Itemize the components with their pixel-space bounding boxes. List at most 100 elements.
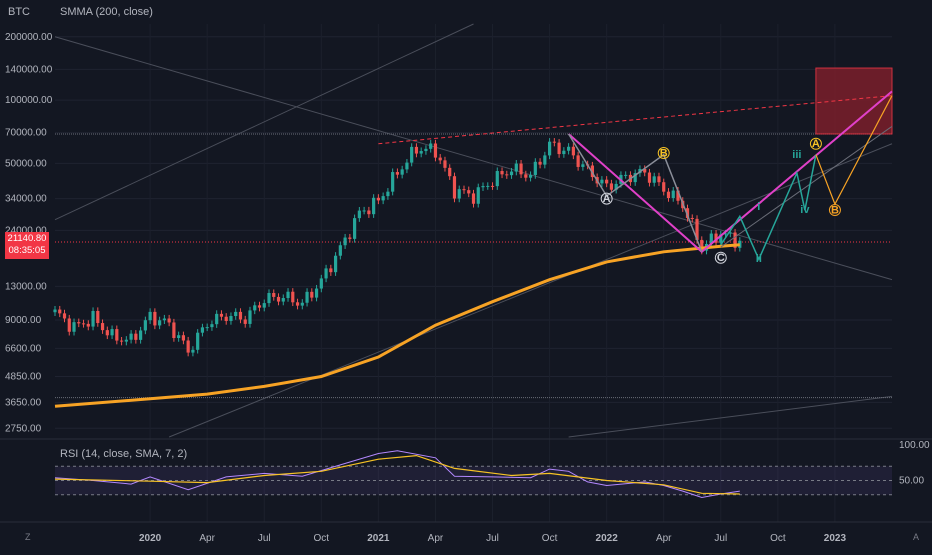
candle-body [405, 162, 409, 170]
candle-body [676, 190, 680, 201]
candle-body [528, 175, 533, 178]
time-tick-label: Oct [542, 533, 558, 544]
candle-body [139, 330, 143, 340]
wave-label-circle [600, 192, 613, 205]
impulse-wave-label: iv [800, 204, 810, 216]
candle-body [267, 292, 271, 304]
trend-line-gray [568, 395, 893, 438]
candle-body [158, 320, 162, 326]
candle-body [324, 268, 328, 279]
candle-body [310, 291, 314, 298]
candle-body [443, 160, 447, 168]
candle-body [448, 167, 452, 177]
candle-body [471, 193, 476, 204]
candle-body [181, 335, 186, 341]
candle-body [519, 163, 523, 175]
time-tick-label: 2020 [139, 533, 162, 544]
rsi-legend[interactable]: RSI (14, close, SMA, 7, 2) [60, 448, 187, 460]
time-tick-label: Jul [486, 533, 499, 544]
candle-body [186, 340, 190, 353]
candle-body [353, 218, 357, 239]
wave-label-circle [828, 204, 841, 217]
candle-body [576, 155, 580, 167]
candle-body [719, 234, 723, 243]
candle-body [262, 303, 266, 308]
candle-body [96, 310, 100, 324]
candle-body [257, 305, 262, 308]
candle-body [733, 232, 737, 248]
price-tick-label: 140000.00 [5, 64, 53, 75]
candle-body [524, 174, 528, 178]
auto-scale-button[interactable]: A [913, 532, 920, 542]
price-tick-label: 50000.00 [5, 158, 47, 169]
price-tick-label: 4850.00 [5, 371, 42, 382]
candle-body [690, 217, 694, 219]
time-tick-label: Oct [314, 533, 330, 544]
impulse-wave-label: i [757, 201, 760, 213]
candle-body [105, 330, 109, 336]
wave-label-circle [657, 147, 670, 160]
support-trendline[interactable] [720, 125, 893, 248]
candle-body [633, 173, 637, 183]
candle-body [429, 143, 433, 149]
candle-body [457, 189, 461, 199]
candle-body [215, 313, 219, 325]
time-tick-label: 2022 [596, 533, 619, 544]
price-tick-label: 9000.00 [5, 315, 42, 326]
candle-body [500, 171, 504, 175]
candle-body [543, 155, 547, 165]
candle-body [305, 291, 309, 303]
trend-line-gray [54, 23, 474, 221]
candle-body [253, 305, 257, 311]
price-tick-label: 70000.00 [5, 128, 47, 139]
candle-body [148, 311, 152, 321]
candle-body [196, 332, 200, 350]
candle-body [695, 218, 699, 240]
symbol-label: BTC [8, 6, 30, 18]
smma-legend[interactable]: SMMA (200, close) [60, 6, 153, 18]
candle-body [514, 163, 518, 172]
candle-body [738, 240, 742, 248]
candle-body [490, 185, 495, 187]
candle-body [643, 168, 647, 173]
time-tick-label: 2023 [824, 533, 847, 544]
candle-body [333, 255, 338, 273]
candle-body [115, 329, 119, 341]
candle-body [414, 146, 419, 154]
candle-body [81, 323, 86, 325]
candle-body [172, 322, 176, 339]
candle-body [657, 176, 661, 183]
trend-line-gray [54, 36, 893, 281]
resistance-trendline[interactable] [378, 95, 893, 145]
candle-body [77, 322, 81, 324]
candle-body [600, 179, 604, 184]
candle-body [314, 288, 319, 298]
wave-label: B [831, 205, 839, 217]
timezone-button[interactable]: Z [25, 532, 31, 542]
time-tick-label: 2021 [367, 533, 390, 544]
candle-body [300, 302, 304, 306]
candle-body [58, 309, 62, 314]
candle-body [329, 268, 333, 273]
candle-body [666, 191, 671, 199]
candle-body [467, 190, 471, 194]
candle-body [134, 333, 138, 340]
candle-body [652, 176, 656, 183]
candle-body [177, 335, 181, 339]
wave-path-abc[interactable] [567, 133, 703, 253]
candle-body [567, 146, 571, 151]
candle-body [424, 148, 428, 152]
candle-body [571, 146, 575, 156]
candle-body [238, 311, 243, 320]
price-tick-label: 24000.00 [5, 225, 47, 236]
candle-body [362, 210, 366, 212]
candle-body [452, 176, 457, 199]
candle-body [281, 298, 285, 302]
candle-body [167, 318, 171, 323]
candle-body [110, 329, 114, 336]
wave-label: A [603, 193, 611, 205]
wave-path-impulse[interactable] [720, 154, 817, 262]
candle-body [229, 316, 233, 321]
